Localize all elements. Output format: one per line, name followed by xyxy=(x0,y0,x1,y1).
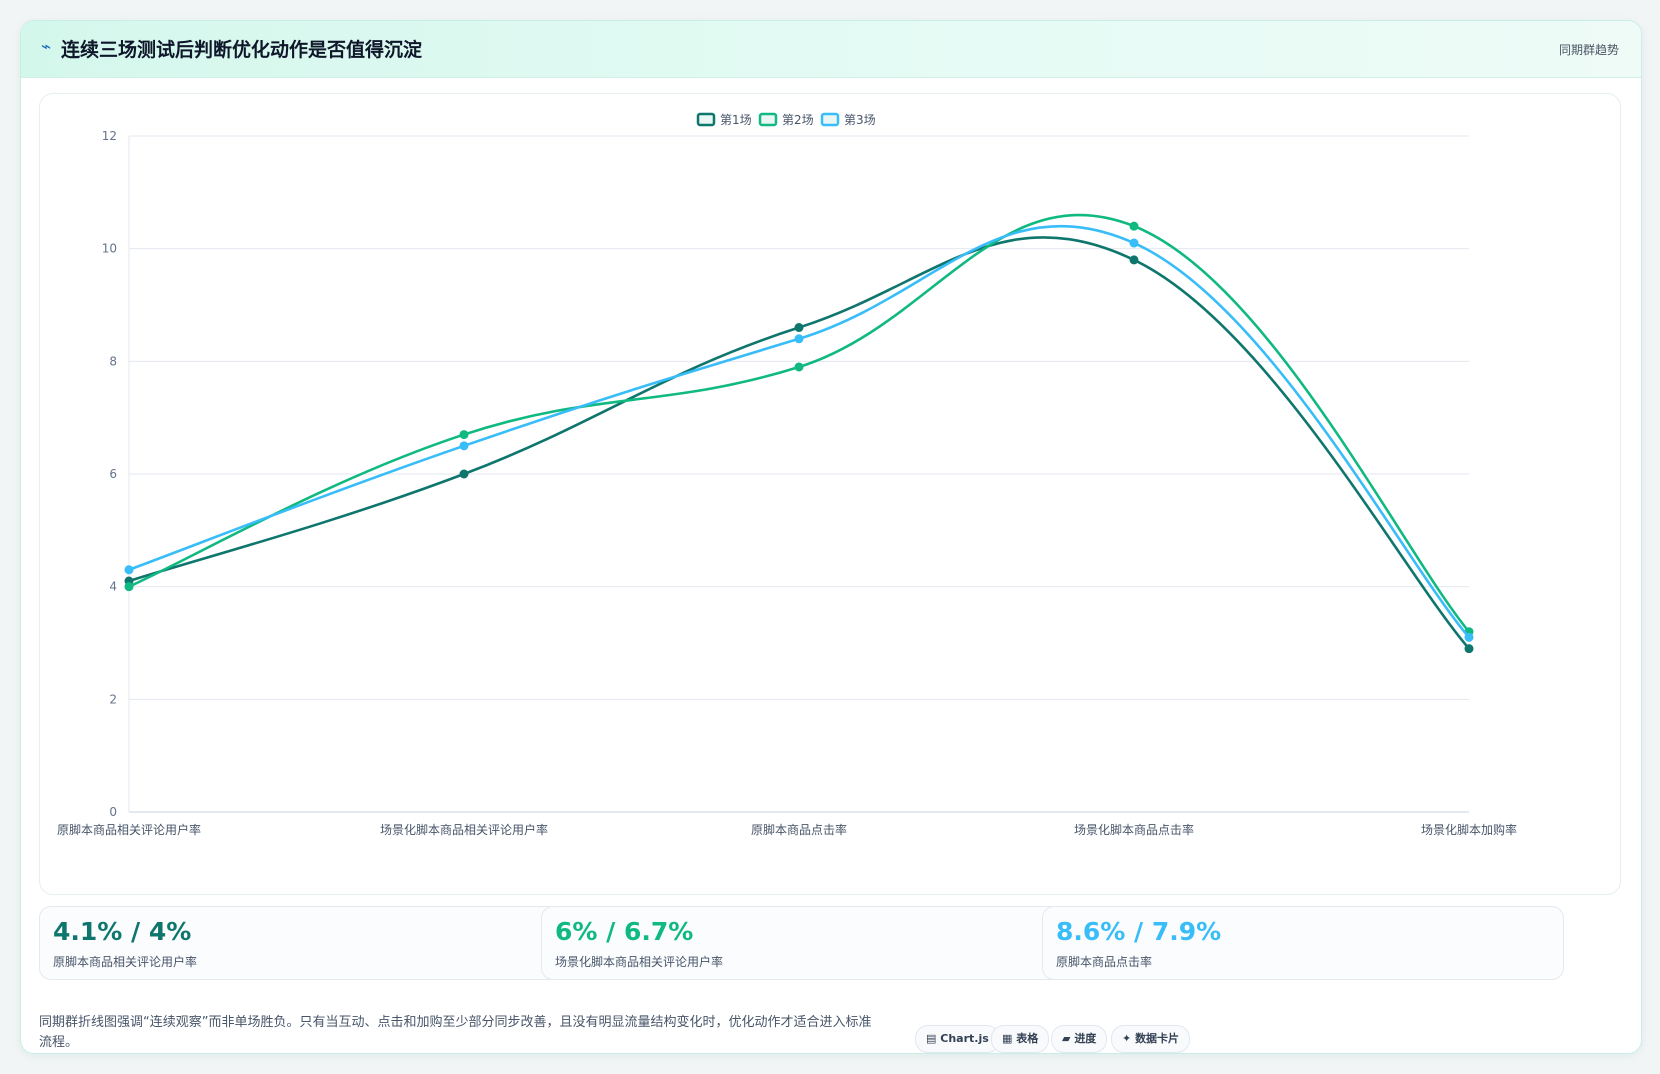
data-point xyxy=(1129,238,1139,248)
legend-swatch xyxy=(758,112,778,127)
data-point xyxy=(124,565,134,575)
line-chart: 0 2 4 6 8 10 12 原脚本商品相关评论用户率 场景化脚本商品相关评论用户率 原脚本商品… xyxy=(57,112,1517,837)
card-title: 连续三场测试后判断优化动作是否值得沉淀 xyxy=(61,39,423,61)
data-point xyxy=(459,441,469,451)
stat-card: 8.6% / 7.9% 原脚本商品点击率 xyxy=(1042,906,1564,980)
chip-data-card[interactable]: ✦ 数据卡片 xyxy=(1111,1025,1191,1053)
stat-card: 6% / 6.7% 场景化脚本商品相关评论用户率 xyxy=(541,906,1063,980)
chip-progress[interactable]: ▰ 进度 xyxy=(1051,1025,1108,1053)
y-tick-label: 2 xyxy=(109,692,117,706)
stat-value: 4.1% / 4% xyxy=(53,917,192,946)
stat-value: 6% / 6.7% xyxy=(555,917,694,946)
header-tag: 同期群趋势 xyxy=(1558,43,1619,57)
legend-label: 第2场 xyxy=(782,113,814,127)
data-point xyxy=(1464,632,1474,642)
x-tick-label: 原脚本商品点击率 xyxy=(751,822,847,837)
chip-label: Chart.js xyxy=(940,1032,989,1045)
series-line xyxy=(128,213,1471,633)
chip-label: 数据卡片 xyxy=(1135,1032,1180,1045)
x-tick-label: 原脚本商品相关评论用户率 xyxy=(57,822,201,837)
y-tick-label: 8 xyxy=(109,354,117,368)
chip-chartjs[interactable]: ▤ Chart.js xyxy=(915,1025,1000,1053)
data-point xyxy=(1129,255,1139,265)
stat-label: 原脚本商品相关评论用户率 xyxy=(53,955,198,969)
y-tick-label: 6 xyxy=(109,467,117,481)
x-tick-label: 场景化脚本商品点击率 xyxy=(1074,822,1194,837)
table-icon: ▦ xyxy=(1002,1032,1013,1045)
chip-label: 进度 xyxy=(1074,1032,1097,1045)
chart-icon: ▤ xyxy=(926,1032,937,1045)
x-tick-label: 场景化脚本商品相关评论用户率 xyxy=(380,822,548,837)
legend-label: 第1场 xyxy=(720,113,752,127)
legend-label: 第3场 xyxy=(844,113,876,127)
data-point xyxy=(1129,221,1139,231)
series-line xyxy=(128,224,1470,639)
x-tick-label: 场景化脚本加购率 xyxy=(1421,822,1517,837)
series-line xyxy=(128,236,1470,650)
sparkle-icon: ✦ xyxy=(1122,1032,1132,1045)
legend-swatch xyxy=(696,112,716,127)
data-point xyxy=(459,469,469,479)
stat-label: 原脚本商品点击率 xyxy=(1056,955,1153,969)
progress-icon: ▰ xyxy=(1062,1032,1071,1045)
stat-cards: 4.1% / 4% 原脚本商品相关评论用户率 6% / 6.7% 场景化脚本商品… xyxy=(39,906,1623,980)
card-header: ⌁ 连续三场测试后判断优化动作是否值得沉淀 同期群趋势 xyxy=(21,21,1641,78)
report-card: ⌁ 连续三场测试后判断优化动作是否值得沉淀 同期群趋势 0 2 4 6 8 10 12 原脚本… xyxy=(20,20,1642,1054)
legend-swatch xyxy=(820,112,840,127)
chip-label: 表格 xyxy=(1016,1032,1039,1045)
chip-table[interactable]: ▦ 表格 xyxy=(991,1025,1050,1053)
y-tick-label: 4 xyxy=(109,580,117,594)
stat-card: 4.1% / 4% 原脚本商品相关评论用户率 xyxy=(39,906,561,980)
data-point xyxy=(1464,644,1474,654)
data-point xyxy=(124,582,134,592)
data-point xyxy=(459,430,469,440)
stat-value: 8.6% / 7.9% xyxy=(1056,917,1222,946)
data-point xyxy=(794,362,804,372)
data-point xyxy=(794,334,804,344)
trend-line-icon: ⌁ xyxy=(41,37,52,57)
chart-panel: 0 2 4 6 8 10 12 原脚本商品相关评论用户率 场景化脚本商品相关评论用户率 原脚本商品… xyxy=(39,93,1621,895)
y-tick-label: 12 xyxy=(102,129,117,143)
y-tick-label: 0 xyxy=(109,805,117,819)
data-point xyxy=(794,323,804,333)
footnote: 同期群折线图强调“连续观察”而非单场胜负。只有当互动、点击和加购至少部分同步改善… xyxy=(39,1015,872,1050)
y-tick-label: 10 xyxy=(102,242,117,256)
stat-label: 场景化脚本商品相关评论用户率 xyxy=(555,955,724,969)
